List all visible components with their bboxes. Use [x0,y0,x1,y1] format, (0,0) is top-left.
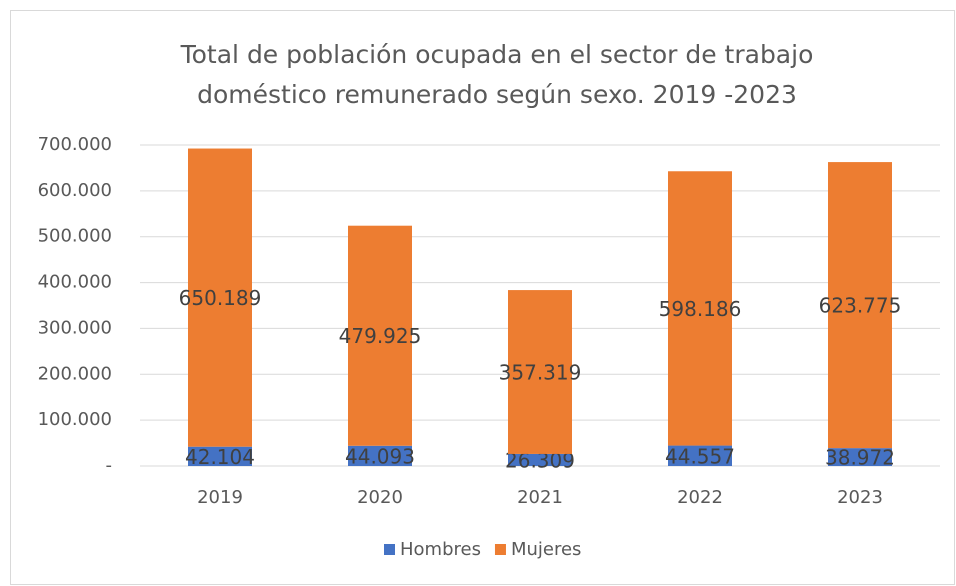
chart-title: Total de población ocupada en el sector … [180,40,814,69]
x-tick-label: 2021 [517,487,563,508]
chart-border [10,10,955,585]
data-label: 479.925 [339,324,422,348]
chart-title: doméstico remunerado según sexo. 2019 -2… [197,80,797,109]
y-tick-label: 400.000 [38,272,112,293]
y-tick-label: 100.000 [38,409,112,430]
data-label: 623.775 [819,294,902,318]
data-label: 38.972 [825,446,895,470]
data-label: 650.189 [179,286,262,310]
bar-segment [348,225,412,446]
y-tick-label: - [106,455,113,476]
legend-label: Hombres [400,539,481,560]
x-tick-label: 2023 [837,487,883,508]
bar-segment [348,445,412,466]
data-label: 44.557 [665,444,735,468]
data-label: 598.186 [659,297,742,321]
x-tick-label: 2019 [197,487,243,508]
bar-segment [668,171,732,446]
bar-segment [668,445,732,466]
legend-label: Mujeres [511,539,581,560]
data-label: 357.319 [499,361,582,385]
data-label: 44.093 [345,444,415,468]
bar-segment [188,446,252,466]
data-label: 42.104 [185,445,255,469]
bar-segment [828,162,892,449]
x-tick-label: 2020 [357,487,403,508]
legend-swatch [384,544,395,555]
bar-segment [508,453,572,466]
bar-segment [828,448,892,466]
y-tick-label: 300.000 [38,317,112,338]
bar-segment [188,148,252,447]
y-tick-label: 500.000 [38,226,112,247]
y-tick-label: 200.000 [38,363,112,384]
bar-segment [508,290,572,454]
y-tick-label: 600.000 [38,180,112,201]
x-tick-label: 2022 [677,487,723,508]
y-tick-label: 700.000 [38,134,112,155]
legend-swatch [494,544,506,555]
